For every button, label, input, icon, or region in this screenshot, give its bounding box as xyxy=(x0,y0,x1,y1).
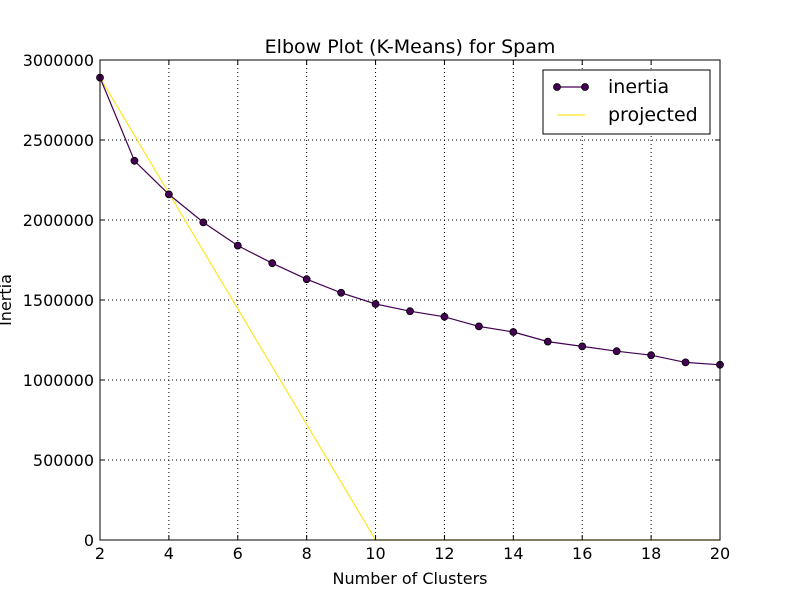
x-tick-label: 8 xyxy=(302,544,312,563)
data-point-inertia xyxy=(681,358,690,367)
data-point-inertia xyxy=(578,342,587,351)
x-tick-label: 4 xyxy=(164,544,174,563)
x-tick-label: 12 xyxy=(434,544,454,563)
data-point-inertia xyxy=(543,337,552,346)
data-point-inertia xyxy=(233,241,242,250)
x-tick-label: 20 xyxy=(710,544,730,563)
data-point-inertia xyxy=(337,288,346,297)
y-tick-label: 2000000 xyxy=(23,211,94,230)
data-point-inertia xyxy=(199,218,208,227)
data-point-inertia xyxy=(440,312,449,321)
data-point-inertia xyxy=(164,190,173,199)
y-tick-label: 1000000 xyxy=(23,371,94,390)
legend-marker-inertia xyxy=(581,83,589,91)
y-tick-label: 500000 xyxy=(33,451,94,470)
data-point-inertia xyxy=(509,328,518,336)
legend-label-projected: projected xyxy=(608,104,698,126)
y-tick-label: 1500000 xyxy=(23,291,94,310)
data-point-inertia xyxy=(406,307,414,316)
x-tick-label: 10 xyxy=(365,544,385,563)
legend-marker-inertia xyxy=(553,83,561,91)
legend-label-inertia: inertia xyxy=(608,76,669,98)
legend-frame xyxy=(542,69,711,135)
x-tick-label: 16 xyxy=(572,544,592,563)
x-tick-label: 6 xyxy=(233,544,243,563)
data-point-inertia xyxy=(647,351,656,360)
y-tick-label: 3000000 xyxy=(23,51,94,70)
data-point-inertia xyxy=(302,275,311,284)
axis-ticks: 2 4 6 8 10 12 14 16 18 20 0 500000 1000000 1500000 200… xyxy=(23,51,730,563)
data-point-inertia xyxy=(268,259,277,268)
data-point-inertia xyxy=(474,322,483,331)
data-point-inertia xyxy=(371,300,380,308)
x-axis-title: Number of Clusters xyxy=(333,569,488,588)
x-tick-label: 2 xyxy=(95,544,105,563)
x-tick-label: 14 xyxy=(503,544,523,563)
data-point-inertia xyxy=(130,156,139,165)
data-point-inertia xyxy=(612,347,621,356)
y-axis-title: Inertia xyxy=(0,274,15,326)
legend: inertia projected xyxy=(542,69,711,135)
y-tick-label: 2500000 xyxy=(23,131,94,150)
series-layer xyxy=(96,73,724,541)
y-tick-label: 0 xyxy=(84,531,94,550)
x-tick-label: 18 xyxy=(641,544,661,563)
chart-title: Elbow Plot (K-Means) for Spam xyxy=(265,36,556,58)
